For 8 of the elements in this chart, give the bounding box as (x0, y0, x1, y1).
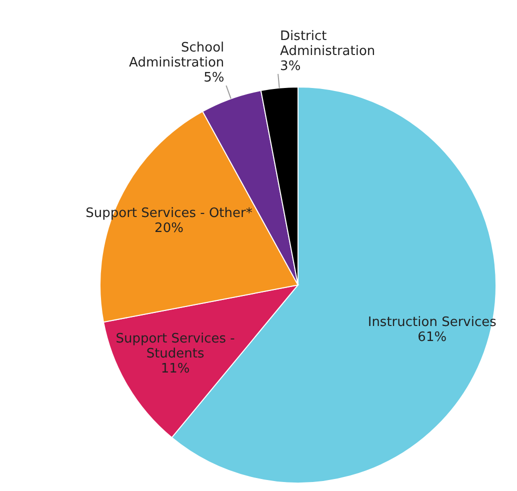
slice-label: School Administration (129, 40, 224, 71)
slice-label: District Administration (280, 28, 376, 59)
slice-label: Support Services - Students (116, 332, 236, 362)
data-label: 3% (280, 58, 301, 74)
data-label: 5% (204, 70, 224, 86)
data-label: 11% (160, 362, 190, 377)
data-label: 61% (418, 330, 447, 345)
data-label: 20% (154, 220, 184, 236)
